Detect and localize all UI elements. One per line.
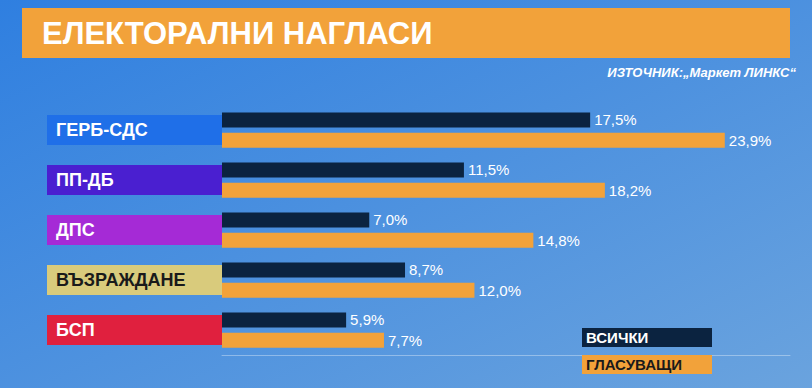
svg-text:ВЪЗРАЖДАНЕ: ВЪЗРАЖДАНЕ bbox=[56, 270, 186, 290]
svg-text:7,7%: 7,7% bbox=[388, 332, 422, 349]
svg-text:8,7%: 8,7% bbox=[409, 261, 443, 278]
svg-text:ГЕРБ-СДС: ГЕРБ-СДС bbox=[56, 120, 148, 140]
svg-text:17,5%: 17,5% bbox=[594, 111, 637, 128]
svg-text:18,2%: 18,2% bbox=[609, 182, 652, 199]
svg-text:ЕЛЕКТОРАЛНИ НАГЛАСИ: ЕЛЕКТОРАЛНИ НАГЛАСИ bbox=[42, 16, 432, 51]
svg-text:7,0%: 7,0% bbox=[373, 211, 407, 228]
svg-text:11,5%: 11,5% bbox=[468, 161, 509, 178]
svg-text:ДПС: ДПС bbox=[56, 220, 95, 240]
svg-text:12,0%: 12,0% bbox=[478, 282, 521, 299]
svg-text:БСП: БСП bbox=[56, 320, 95, 340]
svg-text:ГЛАСУВАЩИ: ГЛАСУВАЩИ bbox=[586, 356, 682, 373]
svg-text:ПП-ДБ: ПП-ДБ bbox=[56, 170, 114, 190]
svg-text:23,9%: 23,9% bbox=[729, 132, 772, 149]
svg-text:ВСИЧКИ: ВСИЧКИ bbox=[586, 329, 648, 346]
svg-text:14,8%: 14,8% bbox=[537, 232, 580, 249]
svg-text:5,9%: 5,9% bbox=[350, 311, 384, 328]
svg-text:ИЗТОЧНИК:„Маркет ЛИНКС“: ИЗТОЧНИК:„Маркет ЛИНКС“ bbox=[607, 65, 796, 80]
